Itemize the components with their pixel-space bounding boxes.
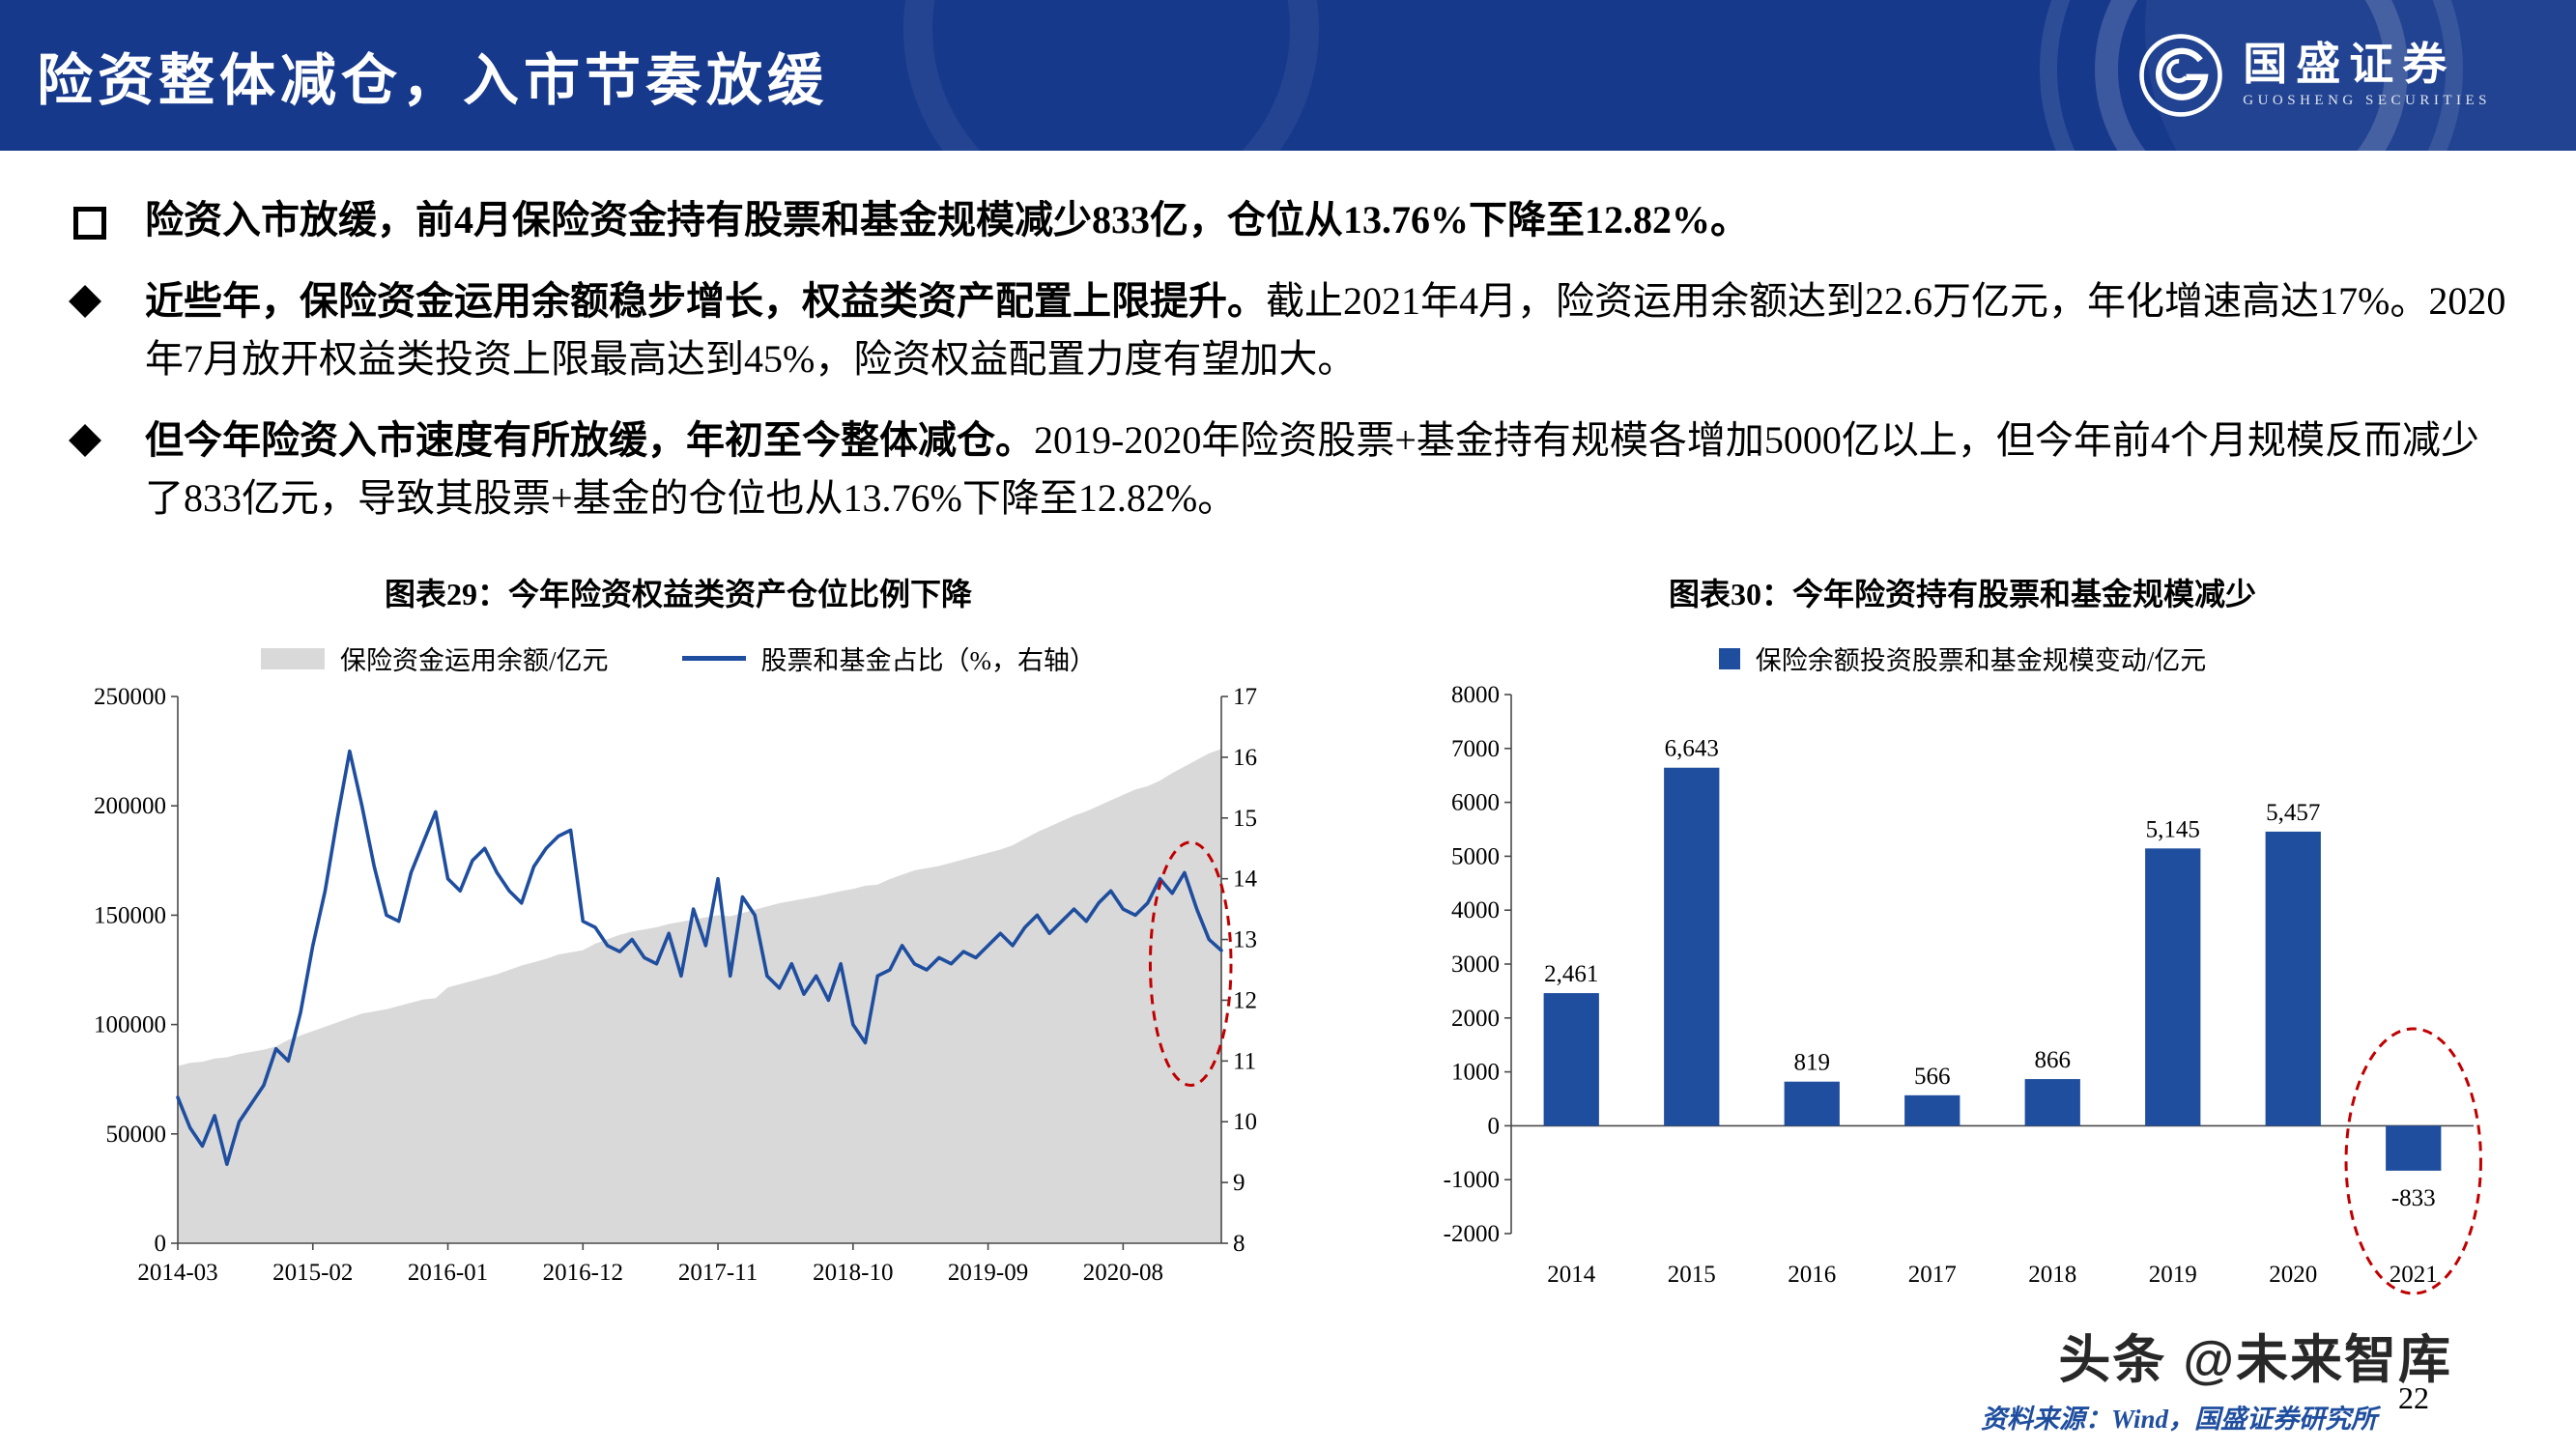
guosheng-logo-icon <box>2139 34 2223 117</box>
svg-text:2018: 2018 <box>2028 1262 2076 1288</box>
svg-text:2015-02: 2015-02 <box>272 1260 353 1286</box>
bullet-3-rest: 2019-2020年险资股票+基金持有规模各增加5000亿以上，但今年前4个月规… <box>145 418 2479 520</box>
svg-text:2017-11: 2017-11 <box>678 1260 758 1286</box>
svg-text:4000: 4000 <box>1451 897 1500 923</box>
svg-text:2014: 2014 <box>1547 1262 1596 1288</box>
svg-text:250000: 250000 <box>94 684 166 710</box>
bullet-3-bold: 但今年险资入市速度有所放缓，年初至今整体减仓。 <box>145 418 1034 462</box>
line-series-label: 股票和基金占比（%，右轴） <box>760 646 1097 675</box>
svg-text:2020-08: 2020-08 <box>1083 1260 1163 1286</box>
bullet-2: 近些年，保险资金运用余额稳步增长，权益类资产配置上限提升。截止2021年4月，险… <box>68 272 2508 388</box>
data-source-note: 资料来源：Wind，国盛证券研究所 <box>1980 1405 2377 1434</box>
area-series-label: 保险资金运用余额/亿元 <box>339 646 609 675</box>
svg-text:16: 16 <box>1233 745 1257 771</box>
figure-29-legend: 保险资金运用余额/亿元 股票和基金占比（%，右轴） <box>75 639 1281 677</box>
svg-text:3000: 3000 <box>1451 952 1500 978</box>
svg-text:2021: 2021 <box>2390 1262 2438 1288</box>
svg-text:17: 17 <box>1233 684 1257 710</box>
svg-text:6,643: 6,643 <box>1665 736 1719 762</box>
charts-row: 图表29：今年险资权益类资产仓位比例下降 保险资金运用余额/亿元 股票和基金占比… <box>0 551 2576 1297</box>
bullet-1-bold: 险资入市放缓，前4月保险资金持有股票和基金规模减少833亿，仓位从13.76%下… <box>145 198 1749 242</box>
svg-text:-1000: -1000 <box>1444 1167 1500 1193</box>
logo-subtitle: GUOSHENG SECURITIES <box>2243 92 2491 108</box>
svg-text:2020: 2020 <box>2269 1262 2317 1288</box>
svg-text:5,145: 5,145 <box>2146 816 2200 842</box>
svg-text:200000: 200000 <box>94 793 166 819</box>
svg-text:8000: 8000 <box>1451 682 1500 708</box>
svg-text:2019: 2019 <box>2149 1262 2197 1288</box>
svg-text:0: 0 <box>155 1231 167 1257</box>
bullet-3: 但今年险资入市速度有所放缓，年初至今整体减仓。2019-2020年险资股票+基金… <box>68 412 2508 527</box>
svg-text:2018-10: 2018-10 <box>813 1260 893 1286</box>
svg-text:-2000: -2000 <box>1444 1221 1500 1247</box>
svg-text:13: 13 <box>1233 927 1257 953</box>
bullet-1: 险资入市放缓，前4月保险资金持有股票和基金规模减少833亿，仓位从13.76%下… <box>68 191 2508 249</box>
bar-series-label: 保险余额投资股票和基金规模变动/亿元 <box>1755 646 2207 675</box>
figure-29: 图表29：今年险资权益类资产仓位比例下降 保险资金运用余额/亿元 股票和基金占比… <box>75 564 1281 1297</box>
svg-text:1000: 1000 <box>1451 1060 1500 1086</box>
svg-text:2000: 2000 <box>1451 1006 1500 1032</box>
svg-text:866: 866 <box>2035 1047 2072 1073</box>
svg-text:15: 15 <box>1233 806 1257 832</box>
svg-text:2014-03: 2014-03 <box>137 1260 217 1286</box>
figure-30-legend: 保险余额投资股票和基金规模变动/亿元 <box>1417 639 2508 677</box>
area-series-swatch <box>260 647 325 669</box>
svg-text:5,457: 5,457 <box>2266 800 2320 826</box>
logo-text: 国盛证券 GUOSHENG SECURITIES <box>2243 42 2491 108</box>
svg-text:-833: -833 <box>2391 1185 2436 1211</box>
svg-text:2019-09: 2019-09 <box>948 1260 1028 1286</box>
logo-name: 国盛证券 <box>2243 40 2456 90</box>
svg-text:100000: 100000 <box>94 1012 166 1038</box>
svg-text:7000: 7000 <box>1451 736 1500 762</box>
svg-text:2016-01: 2016-01 <box>408 1260 488 1286</box>
svg-text:50000: 50000 <box>106 1122 167 1148</box>
svg-text:2,461: 2,461 <box>1544 961 1598 987</box>
diamond-bullet-icon <box>69 285 101 318</box>
bullet-list: 险资入市放缓，前4月保险资金持有股票和基金规模减少833亿，仓位从13.76%下… <box>0 151 2576 527</box>
chart30-svg: -2000 -1000 0 1000 2000 3000 4000 5000 6000 7000 8… <box>1444 682 2482 1295</box>
svg-text:819: 819 <box>1794 1050 1831 1076</box>
page-number: 22 <box>2398 1380 2429 1415</box>
header: 险资整体减仓，入市节奏放缓 国盛证券 GUOSHENG SECURITIES <box>0 0 2576 151</box>
svg-text:2017: 2017 <box>1908 1262 1957 1288</box>
diamond-bullet-icon <box>69 424 101 457</box>
svg-text:9: 9 <box>1233 1170 1245 1196</box>
bar-series-swatch <box>1718 647 1740 669</box>
svg-text:2015: 2015 <box>1668 1262 1716 1288</box>
header-decoration <box>903 0 2576 151</box>
figure-29-title: 图表29：今年险资权益类资产仓位比例下降 <box>384 577 972 611</box>
square-bullet-icon <box>73 207 106 240</box>
line-series-swatch <box>681 656 746 661</box>
bullet-2-rest: 截止2021年4月，险资运用余额达到22.6万亿元，年化增速高达17%。2020… <box>145 279 2506 381</box>
svg-text:11: 11 <box>1233 1048 1256 1074</box>
bullet-2-bold: 近些年，保险资金运用余额稳步增长，权益类资产配置上限提升。 <box>145 279 1266 323</box>
svg-text:8: 8 <box>1233 1231 1245 1257</box>
svg-text:12: 12 <box>1233 987 1257 1013</box>
svg-text:5000: 5000 <box>1451 843 1500 869</box>
svg-text:566: 566 <box>1914 1064 1951 1090</box>
svg-text:10: 10 <box>1233 1109 1257 1135</box>
chart29-svg: 0 50000 100000 150000 200000 250000 8 9 10 11 12 13… <box>94 684 1258 1286</box>
figure-30: 图表30：今年险资持有股票和基金规模减少 保险余额投资股票和基金规模变动/亿元 … <box>1417 564 2508 1297</box>
company-logo: 国盛证券 GUOSHENG SECURITIES <box>2136 31 2491 120</box>
svg-text:0: 0 <box>1488 1113 1501 1139</box>
svg-text:2016-12: 2016-12 <box>543 1260 623 1286</box>
page-title: 险资整体减仓，入市节奏放缓 <box>37 49 829 112</box>
watermark: 头条 @未来智库 <box>2058 1331 2452 1389</box>
svg-text:14: 14 <box>1233 867 1258 893</box>
svg-text:6000: 6000 <box>1451 790 1500 816</box>
svg-text:2016: 2016 <box>1788 1262 1836 1288</box>
figure-30-title: 图表30：今年险资持有股票和基金规模减少 <box>1668 577 2256 611</box>
svg-text:150000: 150000 <box>94 902 166 928</box>
